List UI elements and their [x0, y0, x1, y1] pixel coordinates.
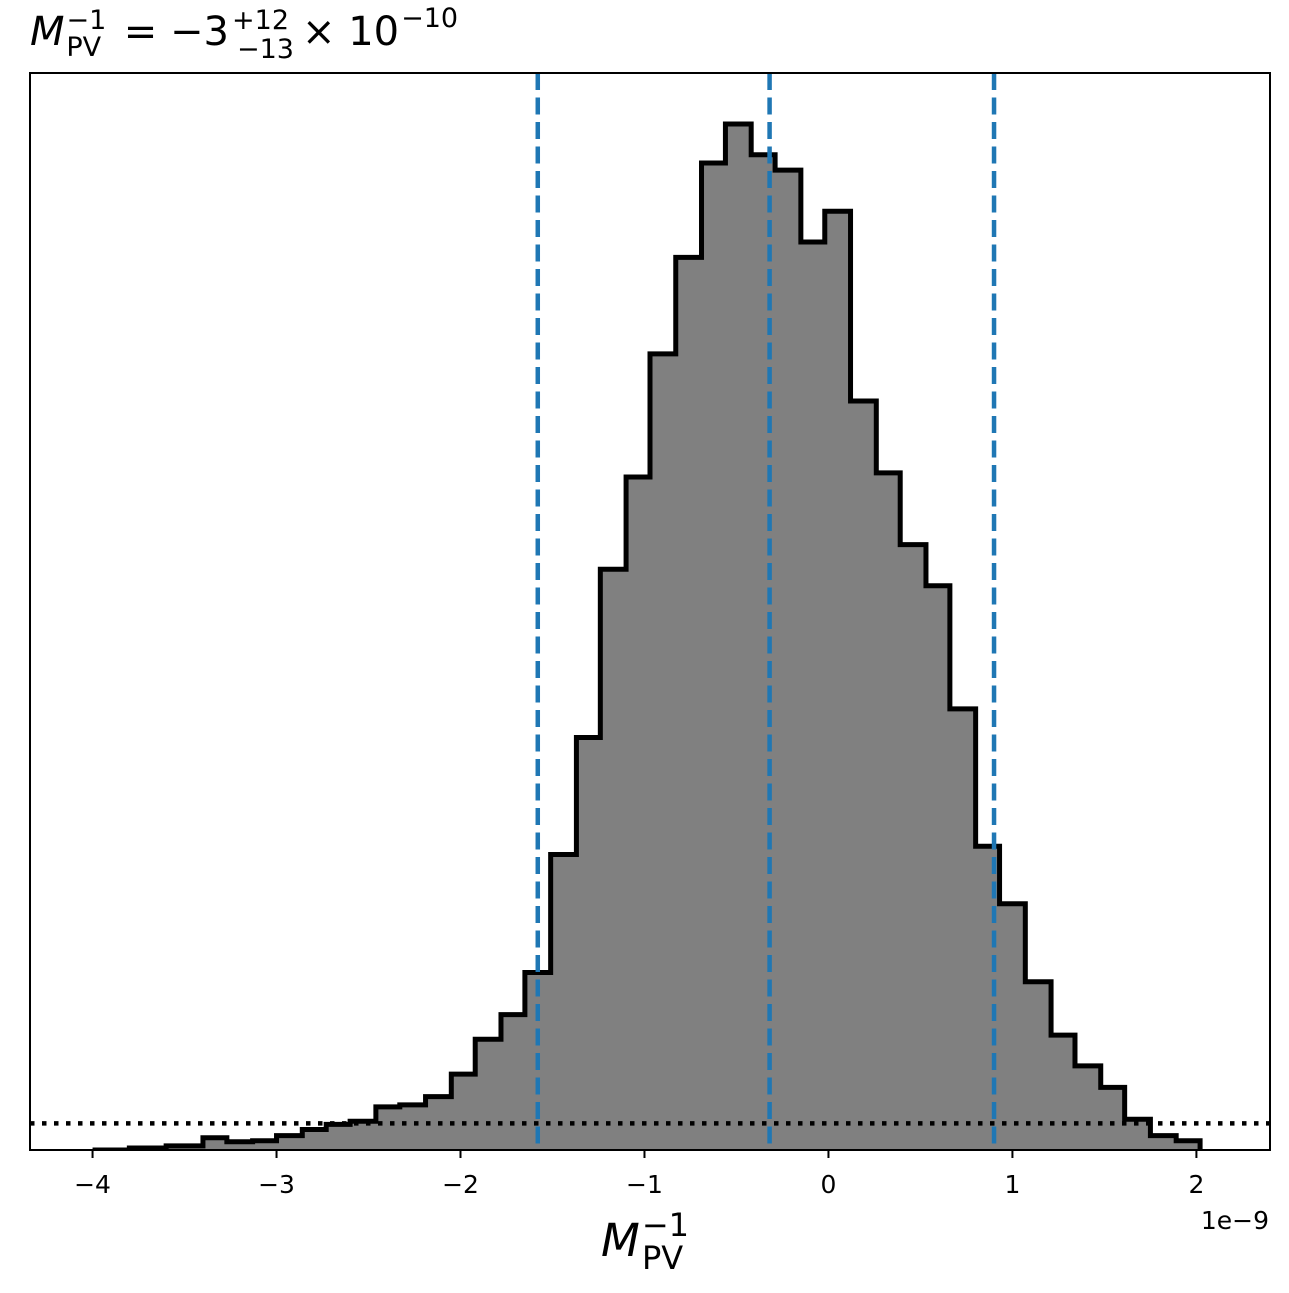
title-equals: = −3 [111, 9, 229, 55]
title-err-minus: −13 [237, 34, 294, 65]
x-tick-label-4: 0 [821, 1170, 837, 1199]
plot-area [30, 73, 1270, 1150]
x-tick-label-2: −2 [442, 1170, 479, 1199]
title-symbol-sub: PV [66, 32, 101, 63]
xlabel-symbol: M [601, 1214, 640, 1267]
histogram-outline [92, 121, 1203, 1150]
xlabel-sub: PV [642, 1239, 683, 1277]
title-exp: −10 [401, 3, 458, 34]
x-axis-ticks: −4 −3 −2 −1 0 1 2 [74, 1150, 1204, 1199]
histogram-fill [92, 124, 1201, 1150]
title-err-plus: +12 [232, 5, 289, 36]
x-tick-label-5: 1 [1004, 1170, 1020, 1199]
quantile-lines [535, 73, 997, 1150]
x-tick-label-0: −4 [74, 1170, 111, 1199]
x-axis-label: M−1 PV [601, 1206, 689, 1277]
x-tick-label-1: −3 [258, 1170, 295, 1199]
xlabel-sup: −1 [642, 1206, 689, 1244]
title-symbol-sup: −1 [67, 5, 107, 36]
x-tick-label-6: 2 [1188, 1170, 1204, 1199]
x-tick-label-3: −1 [626, 1170, 663, 1199]
title-times: × 10 [302, 9, 399, 55]
x-offset-label: 1e−9 [1201, 1206, 1269, 1235]
axes-frame [29, 72, 1271, 1151]
title-symbol: M [30, 9, 65, 55]
chart-title: M−1 PV = −3 +12 −13 × 10−10 [30, 3, 458, 65]
